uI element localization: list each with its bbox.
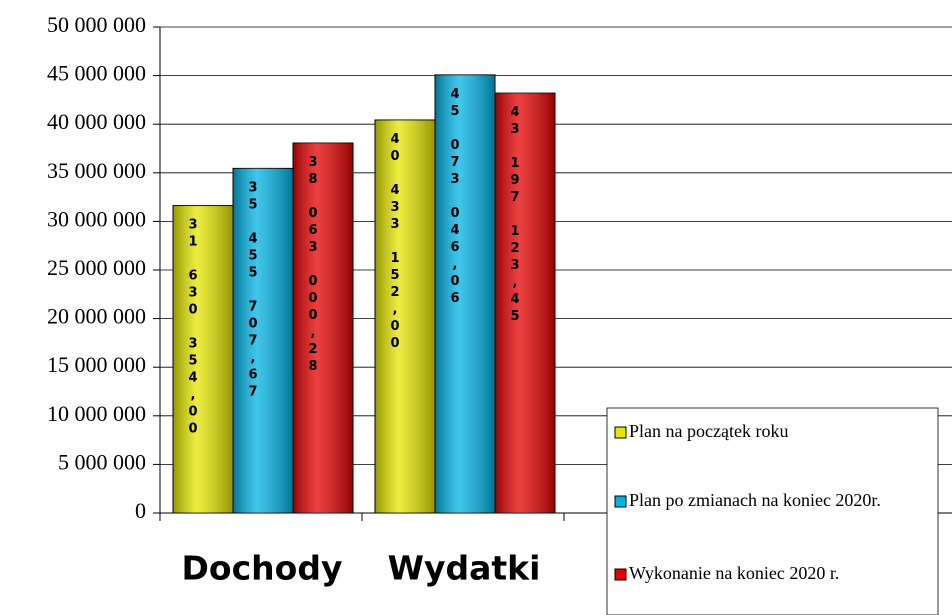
bar-shade bbox=[495, 93, 555, 513]
data-label: 35 455 707,67 bbox=[246, 180, 261, 401]
legend-label: Plan na początek roku bbox=[629, 421, 788, 441]
x-tick-label: Wydatki bbox=[388, 549, 541, 588]
legend-label: Wykonanie na koniec 2020 r. bbox=[629, 563, 839, 583]
legend-swatch bbox=[614, 568, 627, 581]
x-tick-label: Dochody bbox=[182, 549, 343, 588]
y-tick-label: 15 000 000 bbox=[47, 352, 146, 377]
y-tick-label: 5 000 000 bbox=[58, 449, 146, 474]
y-tick-label: 30 000 000 bbox=[47, 206, 146, 231]
data-label: 38 063 000,28 bbox=[306, 155, 321, 376]
bar-shade bbox=[293, 143, 353, 513]
y-tick-label: 20 000 000 bbox=[47, 304, 146, 329]
legend-swatch bbox=[614, 426, 627, 439]
data-label: 31 630 354,00 bbox=[186, 218, 201, 439]
y-tick-label: 25 000 000 bbox=[47, 255, 146, 280]
y-tick-label: 10 000 000 bbox=[47, 401, 146, 426]
data-label: 40 433 152,00 bbox=[388, 132, 403, 353]
bar-shade bbox=[233, 168, 293, 513]
y-tick-label: 0 bbox=[135, 498, 146, 523]
bar-shade bbox=[173, 205, 233, 513]
bar-shade bbox=[375, 119, 435, 514]
legend-swatch bbox=[614, 495, 627, 508]
data-label: 45 073 046,06 bbox=[448, 87, 463, 308]
data-label: 43 197 123,45 bbox=[508, 105, 523, 326]
legend-label: Plan po zmianach na koniec 2020r. bbox=[629, 490, 881, 510]
bar-shade bbox=[435, 74, 495, 514]
y-tick-label: 45 000 000 bbox=[47, 61, 146, 86]
y-tick-label: 50 000 000 bbox=[47, 12, 146, 37]
legend-box bbox=[606, 407, 939, 615]
y-tick-label: 35 000 000 bbox=[47, 158, 146, 183]
y-tick-label: 40 000 000 bbox=[47, 109, 146, 134]
